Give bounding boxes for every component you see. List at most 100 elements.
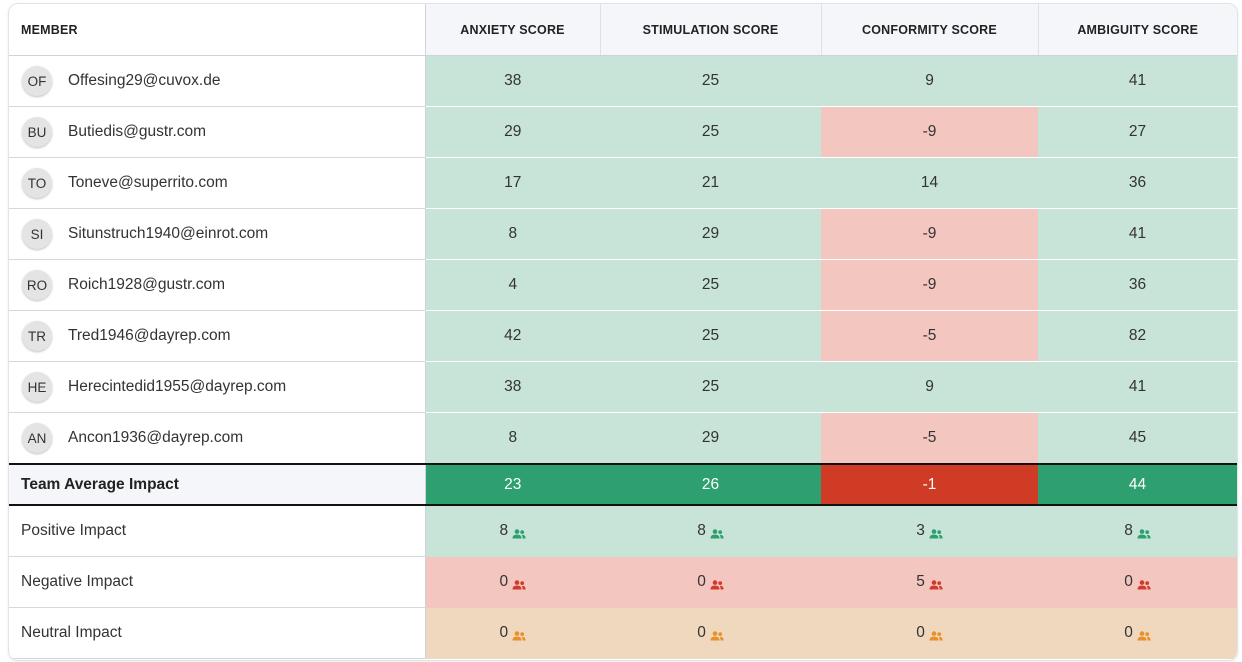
anxiety-column-header[interactable]: ANXIETY SCORE (425, 4, 601, 56)
count-value: 0 (499, 624, 509, 641)
negative-impact-label: Negative Impact (9, 556, 426, 608)
negative-impact-row: Negative Impact 0 0 5 0 (9, 556, 1237, 608)
avatar: BU (22, 117, 52, 147)
stimulation-average-cell: 26 (600, 463, 821, 506)
count-value: 0 (916, 624, 925, 641)
member-cell[interactable]: AN Ancon1936@dayrep.com (9, 412, 426, 465)
conformity-score-cell: -9 (821, 106, 1038, 158)
people-icon (1137, 526, 1151, 539)
ambiguity-column-header[interactable]: AMBIGUITY SCORE (1038, 4, 1237, 56)
anxiety-positive-count-cell: 8 (425, 505, 600, 557)
count-value: 5 (916, 573, 925, 590)
people-icon (512, 577, 526, 590)
neutral-count: 0 (916, 624, 943, 642)
member-row[interactable]: TO Toneve@superrito.com 17 21 14 36 (9, 157, 1237, 209)
people-icon (1137, 628, 1151, 641)
team-impact-table-card: MEMBER ANXIETY SCORE STIMULATION SCORE C… (8, 3, 1238, 661)
ambiguity-average-cell: 44 (1038, 463, 1237, 506)
neutral-impact-label: Neutral Impact (9, 607, 426, 659)
member-email: Roich1928@gustr.com (68, 276, 226, 293)
avatar: TR (22, 321, 52, 351)
member-info: RO Roich1928@gustr.com (9, 270, 425, 300)
member-row[interactable]: RO Roich1928@gustr.com 4 25 -9 36 (9, 259, 1237, 311)
member-cell[interactable]: TR Tred1946@dayrep.com (9, 310, 426, 362)
conformity-score-cell: 14 (821, 157, 1038, 209)
anxiety-score-cell: 8 (425, 412, 600, 465)
member-cell[interactable]: OF Offesing29@cuvox.de (9, 55, 426, 107)
ambiguity-score-cell: 27 (1038, 106, 1237, 158)
conformity-column-header[interactable]: CONFORMITY SCORE (821, 4, 1039, 56)
stimulation-score-cell: 29 (600, 412, 821, 465)
stimulation-score-cell: 25 (600, 310, 821, 362)
header-row: MEMBER ANXIETY SCORE STIMULATION SCORE C… (9, 4, 1237, 56)
team-average-label: Team Average Impact (9, 463, 426, 506)
anxiety-score-cell: 38 (425, 55, 600, 107)
team-impact-table: MEMBER ANXIETY SCORE STIMULATION SCORE C… (9, 4, 1237, 659)
positive-count: 3 (916, 522, 943, 540)
member-info: HE Herecintedid1955@dayrep.com (9, 372, 425, 402)
team-average-row: Team Average Impact 23 26 -1 44 (9, 463, 1237, 506)
stimulation-column-header[interactable]: STIMULATION SCORE (600, 4, 822, 56)
stimulation-positive-count-cell: 8 (600, 505, 821, 557)
people-icon (512, 628, 526, 641)
member-email: Toneve@superrito.com (68, 174, 228, 191)
conformity-score-cell: -9 (821, 259, 1038, 311)
member-cell[interactable]: RO Roich1928@gustr.com (9, 259, 426, 311)
member-column-header[interactable]: MEMBER (9, 4, 426, 56)
neutral-count: 0 (697, 624, 724, 642)
positive-count: 8 (499, 522, 526, 540)
member-cell[interactable]: HE Herecintedid1955@dayrep.com (9, 361, 426, 413)
count-value: 8 (697, 522, 706, 540)
stimulation-neutral-count-cell: 0 (600, 607, 821, 659)
ambiguity-positive-count-cell: 8 (1038, 505, 1237, 557)
negative-count: 0 (499, 573, 526, 591)
member-row[interactable]: SI Situnstruch1940@einrot.com 8 29 -9 41 (9, 208, 1237, 260)
neutral-count: 0 (1124, 624, 1151, 642)
member-row[interactable]: AN Ancon1936@dayrep.com 8 29 -5 45 (9, 412, 1237, 465)
stimulation-score-cell: 29 (600, 208, 821, 260)
anxiety-score-cell: 4 (425, 259, 600, 311)
people-icon (1137, 577, 1151, 590)
count-value: 8 (499, 522, 509, 540)
anxiety-neutral-count-cell: 0 (425, 607, 600, 659)
count-value: 8 (1124, 522, 1133, 540)
ambiguity-score-cell: 41 (1038, 55, 1237, 107)
anxiety-score-cell: 17 (425, 157, 600, 209)
people-icon (710, 628, 724, 641)
conformity-score-cell: -9 (821, 208, 1038, 260)
stimulation-score-cell: 21 (600, 157, 821, 209)
member-row[interactable]: HE Herecintedid1955@dayrep.com 38 25 9 41 (9, 361, 1237, 413)
neutral-count: 0 (499, 624, 526, 642)
conformity-score-cell: -5 (821, 412, 1038, 465)
anxiety-score-cell: 42 (425, 310, 600, 362)
member-cell[interactable]: BU Butiedis@gustr.com (9, 106, 426, 158)
ambiguity-score-cell: 82 (1038, 310, 1237, 362)
member-email: Butiedis@gustr.com (68, 123, 207, 140)
member-row[interactable]: OF Offesing29@cuvox.de 38 25 9 41 (9, 55, 1237, 107)
conformity-score-cell: -5 (821, 310, 1038, 362)
member-email: Ancon1936@dayrep.com (68, 429, 244, 446)
anxiety-negative-count-cell: 0 (425, 556, 600, 608)
people-icon (512, 526, 526, 539)
ambiguity-score-cell: 41 (1038, 208, 1237, 260)
anxiety-score-cell: 38 (425, 361, 600, 413)
conformity-neutral-count-cell: 0 (821, 607, 1038, 659)
count-value: 3 (916, 522, 925, 540)
people-icon (929, 577, 943, 590)
anxiety-score-cell: 29 (425, 106, 600, 158)
conformity-score-cell: 9 (821, 55, 1038, 107)
member-cell[interactable]: TO Toneve@superrito.com (9, 157, 426, 209)
conformity-positive-count-cell: 3 (821, 505, 1038, 557)
member-info: AN Ancon1936@dayrep.com (9, 423, 425, 453)
conformity-negative-count-cell: 5 (821, 556, 1038, 608)
member-row[interactable]: TR Tred1946@dayrep.com 42 25 -5 82 (9, 310, 1237, 362)
member-row[interactable]: BU Butiedis@gustr.com 29 25 -9 27 (9, 106, 1237, 158)
member-cell[interactable]: SI Situnstruch1940@einrot.com (9, 208, 426, 260)
stimulation-negative-count-cell: 0 (600, 556, 821, 608)
count-value: 0 (1124, 573, 1133, 590)
member-info: TO Toneve@superrito.com (9, 168, 425, 198)
ambiguity-negative-count-cell: 0 (1038, 556, 1237, 608)
anxiety-score-cell: 8 (425, 208, 600, 260)
member-info: BU Butiedis@gustr.com (9, 117, 425, 147)
member-email: Offesing29@cuvox.de (68, 72, 221, 89)
